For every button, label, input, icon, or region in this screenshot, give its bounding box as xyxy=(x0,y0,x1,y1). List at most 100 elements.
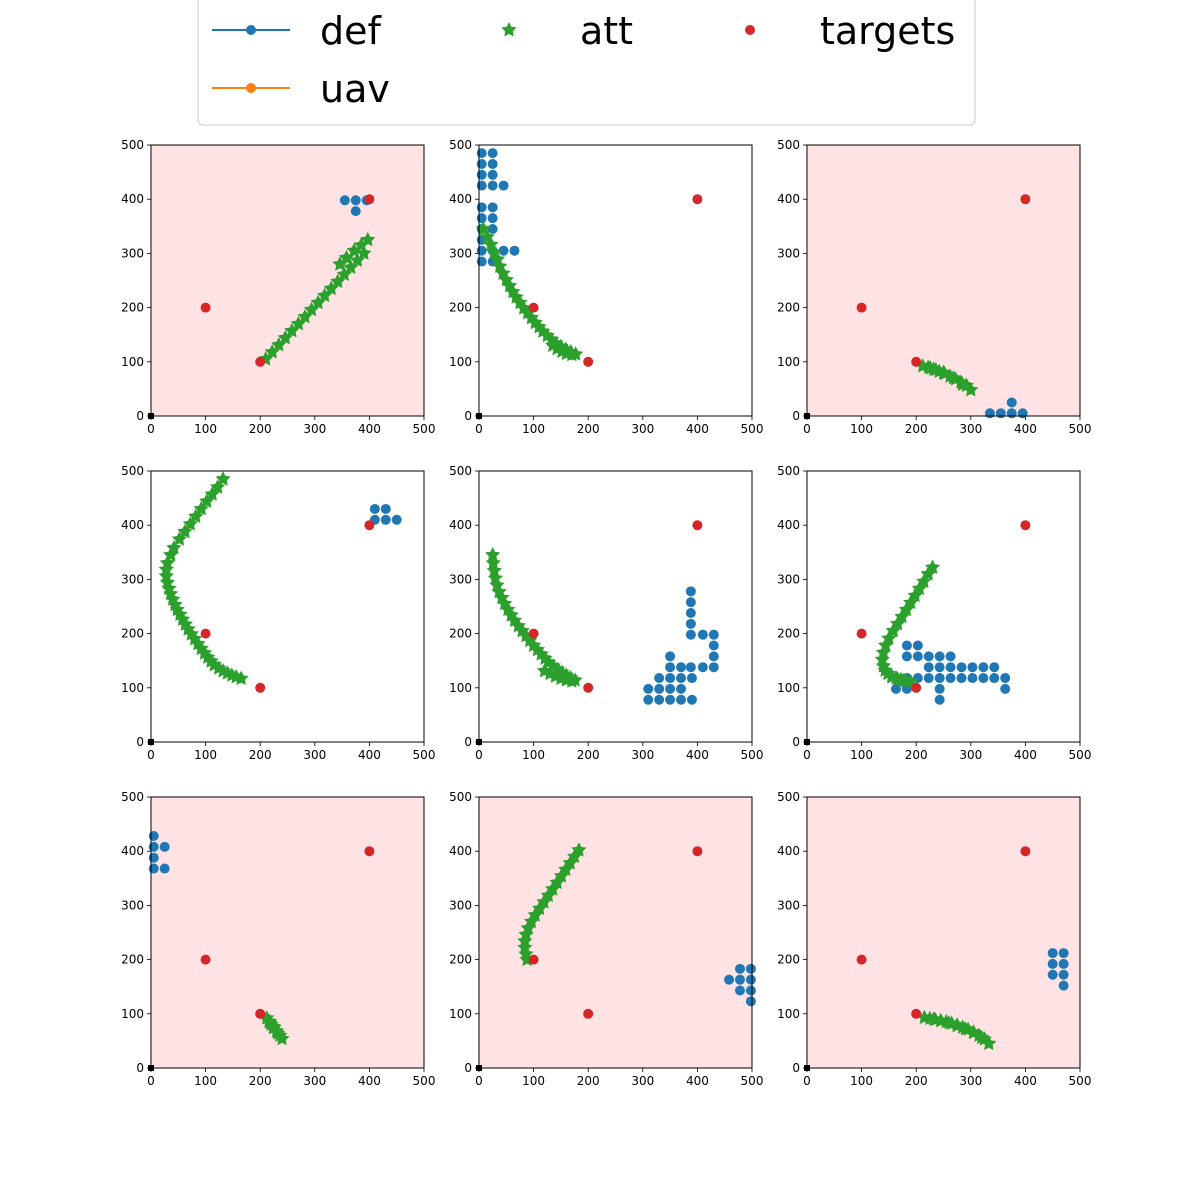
y-tick-label: 0 xyxy=(464,735,472,749)
subplot-grid: 0 100 200 300 400 500 0 100 200 300 400 500 0 100 200 3… xyxy=(121,138,1091,1088)
x-tick-label: 500 xyxy=(1069,1074,1092,1088)
defender-point xyxy=(708,629,719,640)
target-point xyxy=(856,954,867,965)
target-point xyxy=(255,356,266,367)
legend-item-att: att xyxy=(501,9,633,53)
defender-point xyxy=(665,673,676,684)
defender-point xyxy=(350,206,361,217)
x-tick-label: 200 xyxy=(905,1074,928,1088)
subplot-frame xyxy=(806,796,1081,1069)
y-tick-label: 300 xyxy=(449,898,472,912)
y-tick-label: 0 xyxy=(792,735,800,749)
defender-point xyxy=(654,673,665,684)
defender-point xyxy=(984,408,995,419)
y-tick-label: 400 xyxy=(449,518,472,532)
x-tick-label: 200 xyxy=(249,748,272,762)
subplot-9: 0 100 200 300 400 500 0 100 200 300 400 500 xyxy=(777,790,1091,1088)
target-point xyxy=(528,628,539,639)
defender-point xyxy=(685,618,696,629)
x-tick-label: 400 xyxy=(1014,748,1037,762)
y-tick-label: 400 xyxy=(777,518,800,532)
target-point xyxy=(200,954,211,965)
defender-point xyxy=(890,683,901,694)
defender-point xyxy=(956,673,967,684)
defender-point xyxy=(1058,969,1069,980)
defender-point xyxy=(967,662,978,673)
defender-point xyxy=(724,974,735,985)
x-tick-label: 500 xyxy=(1069,422,1092,436)
x-tick-label: 400 xyxy=(686,1074,709,1088)
legend-item-uav: uav xyxy=(212,67,390,111)
legend-item-targets: targets xyxy=(745,9,955,53)
defender-point xyxy=(685,662,696,673)
defender-point xyxy=(148,841,159,852)
y-tick-label: 0 xyxy=(136,1061,144,1075)
defender-point xyxy=(1047,948,1058,959)
defender-point xyxy=(1058,980,1069,991)
x-tick-label: 400 xyxy=(1014,1074,1037,1088)
subplot-2: 0 100 200 300 400 500 0 100 200 300 400 500 xyxy=(449,138,763,436)
y-tick-label: 100 xyxy=(777,1007,800,1021)
defender-point xyxy=(1047,969,1058,980)
defender-point xyxy=(676,683,687,694)
x-tick-label: 200 xyxy=(249,1074,272,1088)
defender-point xyxy=(487,158,498,169)
target-point xyxy=(692,194,703,205)
y-tick-label: 0 xyxy=(136,409,144,423)
defender-point xyxy=(745,963,756,974)
subplot-6: 0 100 200 300 400 500 0 100 200 300 400 500 xyxy=(777,464,1091,762)
y-tick-label: 500 xyxy=(449,138,472,152)
x-tick-label: 400 xyxy=(358,1074,381,1088)
y-tick-label: 0 xyxy=(792,1061,800,1075)
y-tick-label: 200 xyxy=(777,627,800,641)
x-tick-label: 200 xyxy=(577,422,600,436)
defender-point xyxy=(509,245,520,256)
target-point xyxy=(255,1008,266,1019)
target-point xyxy=(1020,194,1031,205)
y-tick-label: 100 xyxy=(777,681,800,695)
defender-point xyxy=(978,673,989,684)
defender-point xyxy=(978,662,989,673)
y-tick-label: 300 xyxy=(121,898,144,912)
subplot-frame xyxy=(150,470,425,743)
defender-point xyxy=(148,852,159,863)
y-tick-label: 0 xyxy=(464,409,472,423)
x-tick-label: 500 xyxy=(413,1074,436,1088)
defender-point xyxy=(339,195,350,206)
defender-point xyxy=(148,863,159,874)
x-tick-label: 0 xyxy=(475,422,483,436)
defender-point xyxy=(476,180,487,191)
subplot-frame xyxy=(478,144,753,417)
defender-point xyxy=(734,963,745,974)
defender-point xyxy=(476,158,487,169)
x-tick-label: 400 xyxy=(686,748,709,762)
defender-point xyxy=(350,195,361,206)
target-point xyxy=(364,194,375,205)
y-tick-label: 200 xyxy=(121,301,144,315)
y-tick-label: 400 xyxy=(121,844,144,858)
defender-point xyxy=(934,683,945,694)
x-tick-label: 100 xyxy=(194,422,217,436)
target-point xyxy=(200,628,211,639)
y-tick-label: 0 xyxy=(136,735,144,749)
target-point xyxy=(911,356,922,367)
x-tick-label: 300 xyxy=(631,422,654,436)
y-tick-label: 100 xyxy=(449,355,472,369)
y-tick-label: 400 xyxy=(777,844,800,858)
target-point xyxy=(583,1008,594,1019)
x-tick-label: 500 xyxy=(1069,748,1092,762)
defender-point xyxy=(665,683,676,694)
defender-point xyxy=(708,640,719,651)
defender-point xyxy=(676,662,687,673)
defender-point xyxy=(665,662,676,673)
y-tick-label: 500 xyxy=(777,464,800,478)
target-point xyxy=(911,682,922,693)
subplot-frame xyxy=(806,470,1081,743)
target-point xyxy=(200,302,211,313)
y-tick-label: 0 xyxy=(792,409,800,423)
x-tick-label: 500 xyxy=(413,748,436,762)
y-tick-label: 400 xyxy=(121,518,144,532)
y-tick-label: 400 xyxy=(449,192,472,206)
subplot-background xyxy=(479,471,752,742)
y-tick-label: 0 xyxy=(464,1061,472,1075)
